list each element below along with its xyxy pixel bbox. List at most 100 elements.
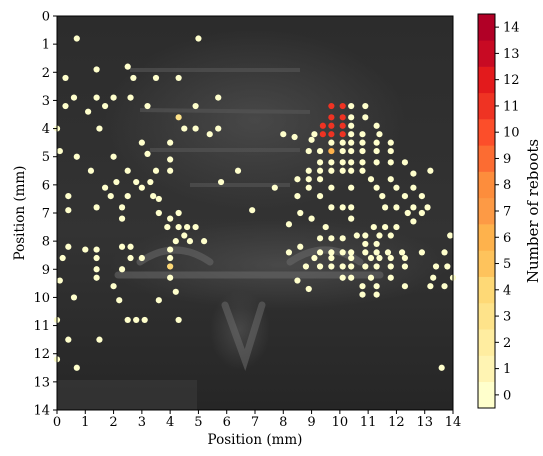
reboot-point xyxy=(116,297,123,304)
reboot-point xyxy=(93,246,100,253)
reboot-point xyxy=(294,277,301,284)
x-axis-ticks: 0 1 2 3 4 5 6 7 8 9 10 11 12 13 14 xyxy=(53,410,461,430)
reboot-point xyxy=(328,159,335,166)
y-tick-label: 1 xyxy=(42,38,50,53)
reboot-point xyxy=(186,238,194,245)
reboot-point xyxy=(175,223,182,231)
x-tick-label: 10 xyxy=(332,415,349,430)
colorbar-segment xyxy=(478,250,495,277)
reboot-point xyxy=(348,204,355,211)
reboot-point xyxy=(65,193,72,200)
reboot-point xyxy=(308,136,315,143)
x-tick-label: 4 xyxy=(166,415,174,430)
colorbar-segment xyxy=(478,302,495,330)
reboot-point xyxy=(322,223,329,231)
reboot-point xyxy=(410,170,417,177)
reboot-point xyxy=(316,176,324,183)
reboot-point xyxy=(147,178,154,186)
y-tick-label: 10 xyxy=(33,291,50,306)
reboot-point xyxy=(367,274,375,281)
reboot-point xyxy=(181,125,188,132)
colorbar-tick-label: 1 xyxy=(503,362,511,377)
colorbar-tick-label: 13 xyxy=(503,47,520,62)
reboot-point xyxy=(215,125,222,132)
reboot-point xyxy=(376,254,383,262)
reboot-point xyxy=(339,131,346,138)
reboot-point xyxy=(280,131,287,138)
x-tick-label: 0 xyxy=(53,415,61,430)
reboot-point xyxy=(110,283,117,290)
colorbar-segment xyxy=(478,197,495,225)
reboot-point xyxy=(62,102,69,110)
y-tick-label: 8 xyxy=(42,235,50,250)
reboot-point xyxy=(167,156,174,163)
reboot-point xyxy=(291,133,298,141)
reboot-point xyxy=(387,232,394,239)
reboot-point xyxy=(353,232,360,239)
y-tick-label: 2 xyxy=(42,66,50,81)
reboot-point xyxy=(118,215,126,222)
reboot-point xyxy=(424,204,431,211)
reboot-point xyxy=(373,159,380,166)
reboot-point xyxy=(328,139,335,146)
x-tick-label: 12 xyxy=(388,415,405,430)
reboot-point xyxy=(348,184,355,191)
reboot-point xyxy=(305,167,312,174)
x-tick-label: 2 xyxy=(109,415,117,430)
colorbar-tick-label: 5 xyxy=(503,257,511,272)
reboot-point xyxy=(444,263,451,270)
reboot-point xyxy=(373,240,380,248)
reboot-point xyxy=(418,249,425,256)
reboot-point xyxy=(432,263,440,270)
reboot-point xyxy=(73,35,80,42)
reboot-point xyxy=(192,125,199,132)
reboot-point xyxy=(206,131,213,138)
reboot-point xyxy=(387,139,394,146)
reboot-point xyxy=(311,254,318,262)
reboot-point xyxy=(348,131,355,138)
reboot-point xyxy=(348,167,355,174)
reboot-point xyxy=(56,147,63,155)
y-tick-label: 14 xyxy=(33,404,50,419)
reboot-point xyxy=(373,291,380,298)
reboot-point xyxy=(393,223,400,231)
reboot-point xyxy=(118,243,126,250)
reboot-point xyxy=(101,184,109,191)
reboot-point xyxy=(362,249,369,256)
reboot-point xyxy=(93,254,100,262)
y-tick-label: 4 xyxy=(42,122,50,137)
reboot-point xyxy=(387,274,394,281)
reboot-point xyxy=(359,291,366,298)
reboot-point xyxy=(328,167,335,174)
colorbar-segment xyxy=(478,119,495,146)
reboot-point xyxy=(379,193,386,200)
reboot-point xyxy=(362,240,369,248)
reboot-point xyxy=(316,193,324,200)
colorbar-tick-label: 0 xyxy=(503,388,511,403)
reboot-point xyxy=(167,215,174,222)
y-tick-label: 12 xyxy=(33,347,50,362)
colorbar-segment xyxy=(478,224,495,251)
y-axis-label: Position (mm) xyxy=(12,166,28,261)
reboot-point xyxy=(328,147,335,155)
reboot-point xyxy=(376,131,383,138)
reboot-point xyxy=(195,35,202,42)
reboot-point xyxy=(367,254,375,262)
reboot-point xyxy=(339,122,346,129)
reboot-point xyxy=(192,223,199,231)
x-tick-label: 3 xyxy=(138,415,146,430)
reboot-point xyxy=(373,283,380,290)
reboot-point xyxy=(348,159,355,166)
colorbar-tick-label: 12 xyxy=(503,73,520,88)
reboot-point xyxy=(328,102,335,110)
y-tick-label: 11 xyxy=(33,319,50,334)
x-tick-label: 8 xyxy=(279,415,287,430)
reboot-point xyxy=(359,159,366,166)
reboot-point xyxy=(73,153,80,160)
reboot-point xyxy=(387,159,394,166)
x-tick-label: 9 xyxy=(307,415,315,430)
reboot-point xyxy=(348,102,355,110)
reboot-point xyxy=(339,204,346,211)
reboot-point xyxy=(101,102,109,110)
